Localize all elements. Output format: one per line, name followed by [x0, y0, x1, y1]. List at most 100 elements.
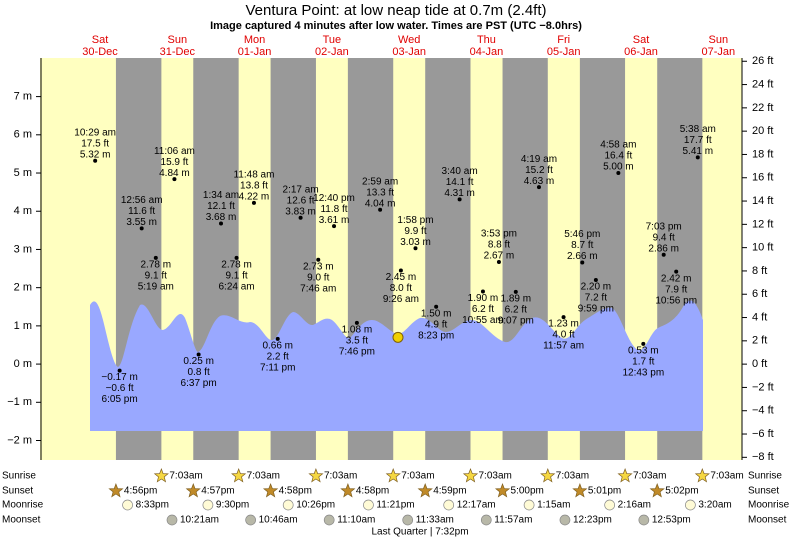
sunset-time: 5:00pm	[511, 486, 544, 497]
y2-tick-label: 4 ft	[752, 311, 767, 323]
moonset-time: 12:53pm	[652, 515, 691, 526]
tide-point	[139, 226, 144, 231]
y2-tick-label: 14 ft	[752, 195, 773, 207]
chart-title: Ventura Point: at low neap tide at 0.7m …	[245, 2, 546, 19]
y-tick-label: 2 m	[14, 282, 32, 294]
day-date: 02-Jan	[315, 46, 349, 58]
tide-label: 2.20 m	[581, 282, 612, 293]
y2-tick-label: 2 ft	[752, 335, 767, 347]
tide-point	[93, 158, 98, 163]
tide-label: 6.2 ft	[472, 304, 494, 315]
tide-point	[117, 368, 122, 373]
day-name: Mon	[244, 34, 265, 46]
row-label: Sunset	[748, 486, 779, 497]
y2-tick-label: 20 ft	[752, 125, 773, 137]
tide-point	[496, 260, 501, 265]
sunrise-icon	[694, 468, 710, 483]
tide-point	[251, 200, 256, 205]
tide-point	[641, 341, 646, 346]
sunset-icon	[340, 483, 356, 498]
tide-point	[513, 289, 518, 294]
moonset-icon	[166, 514, 178, 526]
tide-label: 9.1 ft	[225, 270, 247, 281]
tide-label: 0.25 m	[183, 356, 214, 367]
moonrise-icon	[202, 499, 214, 511]
tide-label: 6:05 pm	[102, 394, 138, 405]
moonrise-icon	[523, 499, 535, 511]
sunrise-time: 7:03am	[401, 471, 434, 482]
moonrise-icon	[604, 499, 616, 511]
tide-label: 8:23 pm	[418, 330, 454, 341]
tide-label: 3:53 pm	[481, 229, 517, 240]
tide-label: 4.84 m	[159, 168, 190, 179]
row-label: Moonset	[2, 515, 41, 526]
y-tick-label: 3 m	[14, 243, 32, 255]
tide-label: 13.3 ft	[366, 187, 394, 198]
tide-label: 17.5 ft	[81, 138, 109, 149]
tide-label: 1.7 ft	[632, 356, 654, 367]
day-date: 03-Jan	[392, 46, 426, 58]
tide-label: 2.66 m	[567, 251, 598, 262]
tide-label: 8.8 ft	[488, 240, 510, 251]
tide-label: 4.0 ft	[552, 330, 574, 341]
tide-point	[316, 257, 321, 262]
sunset-icon	[262, 483, 279, 498]
tide-label: 9:59 pm	[578, 304, 614, 315]
tide-point	[434, 304, 439, 309]
y-tick-label: 0 m	[14, 358, 32, 370]
moonrise-time: 11:21pm	[376, 500, 414, 511]
y2-tick-label: 18 ft	[752, 148, 773, 160]
tide-label: 2:17 am	[283, 184, 319, 195]
tide-label: 9.1 ft	[145, 270, 167, 281]
tide-label: 3.83 m	[285, 206, 316, 217]
tide-label: 3.5 ft	[346, 335, 368, 346]
day-name: Sun	[168, 34, 188, 46]
tide-label: 2.78 m	[141, 259, 172, 270]
tide-point	[172, 177, 177, 182]
moonrise-time: 10:26pm	[296, 500, 335, 511]
sunrise-icon	[385, 468, 401, 483]
day-name: Fri	[557, 34, 570, 46]
sunset-time: 4:57pm	[201, 486, 234, 497]
y2-tick-label: 12 ft	[752, 218, 773, 230]
tide-label: 4:58 am	[600, 140, 636, 151]
day-date: 05-Jan	[547, 46, 581, 58]
tide-label: 10:55 am	[462, 315, 504, 326]
day-name: Sat	[633, 34, 650, 46]
y-tick-label: 7 m	[14, 91, 32, 103]
row-label: Moonrise	[748, 500, 790, 511]
tide-point	[354, 320, 359, 325]
sunrise-time: 7:03am	[247, 471, 280, 482]
tide-label: 3:40 am	[442, 166, 478, 177]
tide-label: 2.42 m	[661, 273, 692, 284]
tide-label: 4.31 m	[444, 188, 475, 199]
tide-label: 15.9 ft	[161, 157, 189, 168]
moonset-time: 11:57am	[494, 515, 532, 526]
tide-point	[580, 260, 585, 265]
moonrise-time: 12:17am	[457, 500, 496, 511]
tide-label: 11:57 am	[543, 341, 584, 352]
moonrise-time: 8:33pm	[136, 500, 169, 511]
tide-point	[561, 315, 566, 320]
moonrise-time: 9:30pm	[216, 500, 249, 511]
tide-label: 12:40 pm	[313, 193, 355, 204]
sunset-time: 4:58pm	[356, 486, 389, 497]
tide-label: 0.8 ft	[188, 367, 210, 378]
tide-label: 1.90 m	[468, 293, 499, 304]
tide-point	[413, 246, 418, 251]
day-date: 30-Dec	[82, 46, 118, 58]
row-label: Moonset	[748, 515, 787, 526]
tide-label: 10:56 pm	[655, 295, 697, 306]
y-tick-label: 1 m	[14, 320, 32, 332]
tide-label: 0.66 m	[262, 341, 293, 352]
day-name: Sat	[92, 34, 109, 46]
tide-point	[275, 336, 280, 341]
sunset-icon	[572, 483, 588, 498]
tide-label: 2:59 am	[362, 176, 398, 187]
day-name: Sun	[708, 34, 728, 46]
tide-point	[153, 255, 158, 260]
moonset-icon	[402, 514, 414, 526]
tide-label: 3.55 m	[126, 217, 157, 228]
sunrise-icon	[231, 468, 247, 483]
